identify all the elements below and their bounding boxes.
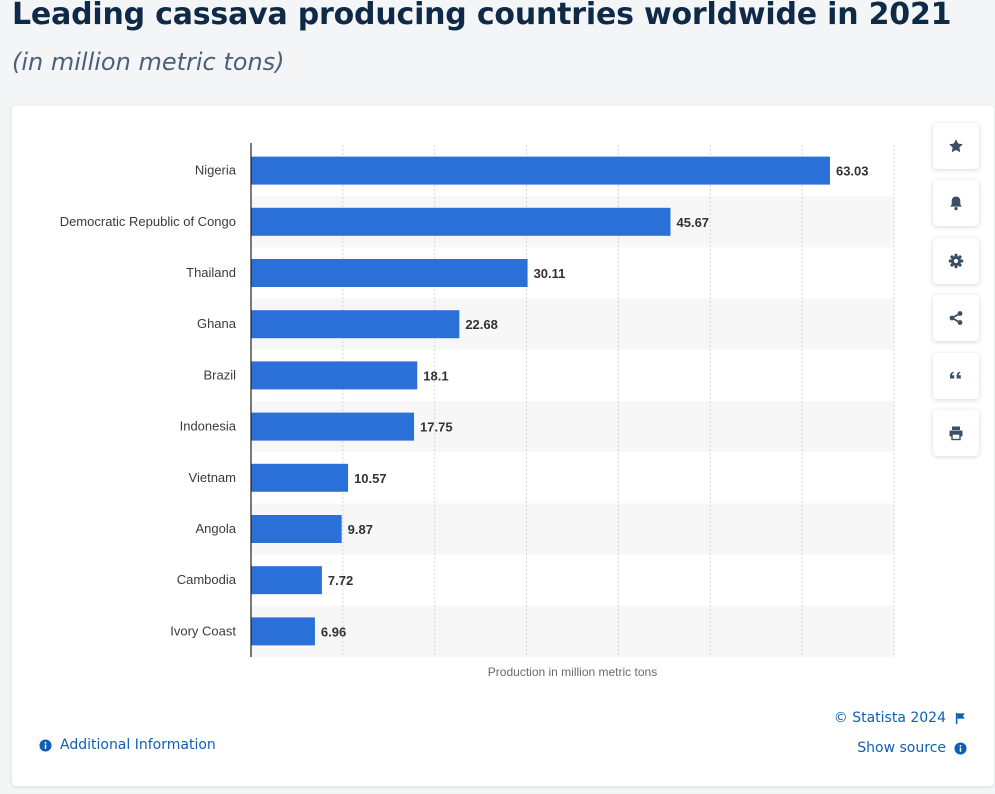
bar [251,361,418,390]
star-icon [949,139,963,153]
x-axis-label: Production in million metric tons [488,665,657,679]
print-icon [949,426,963,441]
bar [251,515,342,543]
category-label: Cambodia [177,572,237,587]
row-band [251,605,894,657]
value-label: 6.96 [321,624,346,639]
bell-icon [950,196,962,211]
favorite-button[interactable] [933,123,979,169]
value-label: 17.75 [420,420,453,435]
value-label: 22.68 [465,317,498,332]
value-label: 7.72 [328,573,353,588]
gear-icon [948,253,964,269]
value-label: 45.67 [677,215,710,230]
category-label: Vietnam [189,470,236,485]
bar [251,310,460,339]
bar [251,463,349,492]
copyright-label: © Statista 2024 [833,710,946,726]
category-label: Thailand [186,265,236,280]
chart-subtitle: (in million metric tons) [12,48,285,76]
category-label: Ghana [197,316,237,331]
quote-icon [950,371,961,379]
flag-icon [955,712,965,724]
row-band [251,503,894,555]
share-icon [949,311,963,325]
category-label: Nigeria [195,163,237,178]
category-label: Brazil [203,367,236,382]
bar-chart: Nigeria 63.03 Democratic Republic of Congo… [60,143,895,679]
category-label: Angola [196,521,237,536]
value-label: 10.57 [354,471,387,486]
info-icon [39,738,52,752]
chart-title: Leading cassava producing countries worl… [12,0,952,32]
value-label: 9.87 [348,522,373,537]
cite-button[interactable] [933,353,979,399]
bar [251,259,528,287]
category-label: Indonesia [180,419,237,434]
show-source-label: Show source [857,740,946,756]
chart-card: Nigeria 63.03 Democratic Republic of Congo… [12,106,994,786]
show-source-link[interactable]: Show source [857,740,967,756]
additional-information-link[interactable]: Additional Information [39,737,216,753]
settings-button[interactable] [933,238,979,284]
category-label: Democratic Republic of Congo [60,214,236,229]
value-label: 63.03 [836,164,869,179]
value-label: 30.11 [534,266,566,281]
bar [251,207,671,236]
bar [251,412,415,441]
copyright-link[interactable]: © Statista 2024 [834,710,967,726]
info-icon [954,741,967,755]
bar [251,156,830,185]
value-label: 18.1 [423,368,448,383]
share-button[interactable] [933,295,979,341]
bar [251,566,322,595]
additional-information-label: Additional Information [60,737,216,753]
category-label: Ivory Coast [170,623,236,638]
print-button[interactable] [933,410,979,456]
notification-button[interactable] [933,180,979,226]
bar [251,617,315,646]
